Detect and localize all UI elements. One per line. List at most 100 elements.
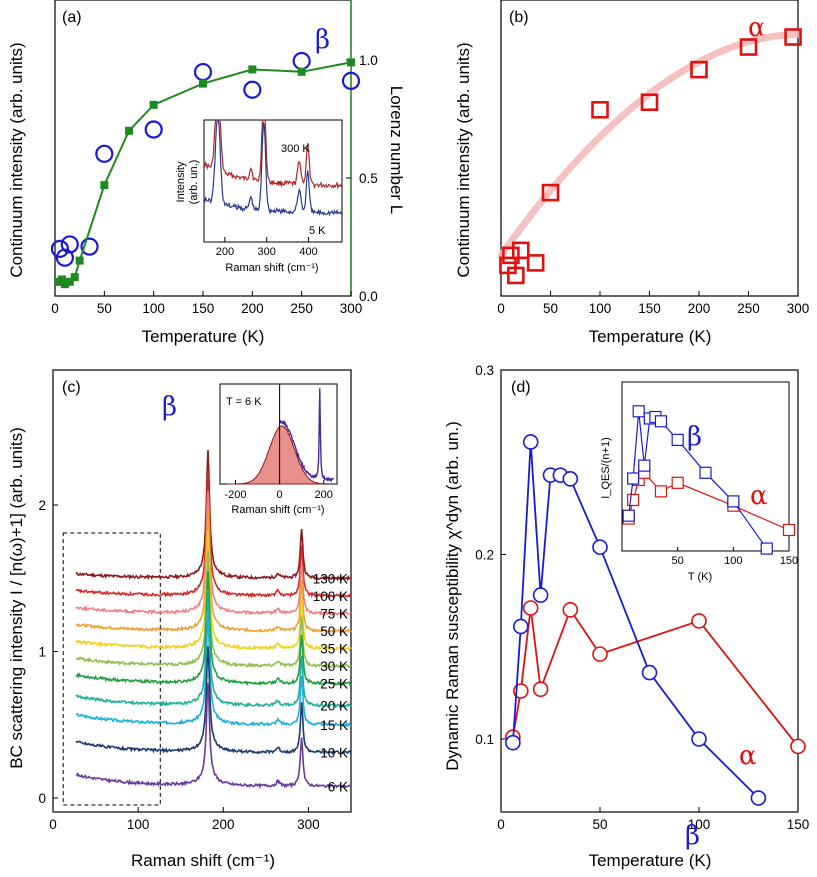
x-axis-tick-label: 150	[638, 301, 661, 316]
inset-x-title: Raman shift (cm⁻¹)	[231, 504, 324, 516]
alpha-point	[784, 28, 802, 46]
inset-alpha-point	[627, 493, 640, 507]
beta-point	[512, 618, 529, 635]
inset-x-tick-label: 100	[724, 555, 742, 567]
x-axis-tick-label: 250	[290, 301, 313, 316]
series-label-beta: β	[685, 821, 700, 851]
temperature-label: 130 K	[313, 571, 348, 586]
inset-spectrum-5k	[203, 119, 343, 217]
x-axis-tick-label: 50	[592, 817, 607, 832]
inset-label-5k: 5 K	[309, 225, 326, 237]
lorenz-point	[347, 58, 355, 67]
alpha-point	[739, 38, 758, 56]
beta-point	[243, 80, 262, 99]
spectrum-line	[75, 529, 352, 652]
inset-beta-point	[654, 415, 668, 428]
x-axis-title: Temperature (K)	[142, 327, 265, 346]
inset-series-label-beta: β	[687, 422, 702, 452]
inset-x-tick-label: 400	[299, 246, 317, 258]
x-axis-tick-label: 100	[127, 817, 150, 832]
alpha-point	[511, 241, 530, 260]
inset-beta-point	[727, 495, 740, 508]
x-axis-tick-label: 50	[543, 301, 558, 316]
alpha-point	[562, 602, 579, 618]
inset-x-tick-label: 300	[258, 246, 276, 258]
plot-frame	[500, 369, 799, 813]
alpha-point	[592, 646, 608, 662]
trend-line	[497, 31, 802, 259]
inset-y-title: I_QES/(n+1)	[600, 437, 612, 498]
alpha-point	[640, 93, 659, 112]
alpha-point	[691, 613, 707, 629]
inset-label: T = 6 K	[226, 396, 262, 408]
inset-beta-point	[671, 433, 684, 446]
inset-beta-point	[638, 459, 651, 472]
alpha-point	[507, 266, 525, 285]
inset-beta-point	[632, 405, 645, 418]
spectrum-line	[75, 470, 352, 599]
inset-spectrum-300k	[203, 119, 343, 190]
inset-beta-point	[622, 509, 635, 522]
spectrum-line	[75, 570, 352, 686]
y2-axis-tick-label: 1.0	[359, 53, 378, 68]
panel-label: (d)	[511, 379, 531, 396]
beta-point	[750, 790, 767, 806]
x-axis-tick-label: 0	[49, 817, 57, 832]
panel-label: (a)	[62, 9, 82, 26]
inset-x-title: Raman shift (cm⁻¹)	[225, 262, 318, 274]
spectrum-line	[75, 683, 352, 790]
x-axis-tick-label: 150	[192, 301, 215, 316]
y-axis-title: Continuum intensity (arb. units)	[454, 42, 473, 277]
y-axis-tick-label: 0.1	[475, 732, 494, 747]
x-axis-tick-label: 200	[688, 301, 711, 316]
panel-label: (b)	[509, 9, 529, 26]
inset-alpha-point	[671, 476, 684, 489]
inset-series-label-alpha: α	[750, 481, 768, 511]
inset-beta-point	[699, 466, 712, 479]
inset-label-300k: 300 K	[281, 143, 310, 155]
inset-x-tick-label: 50	[672, 555, 684, 567]
x-axis-tick-label: 300	[297, 817, 320, 832]
lorenz-point	[248, 65, 257, 74]
lorenz-point	[60, 280, 69, 289]
y-axis-title: Dynamic Raman susceptibility χ^dyn (arb.…	[443, 421, 462, 770]
y-axis-tick-label: 2	[38, 498, 46, 513]
alpha-point	[690, 60, 708, 79]
temperature-label: 100 K	[313, 589, 348, 604]
inset-spectrum	[278, 388, 335, 483]
x-axis-tick-label: 100	[589, 301, 612, 316]
lorenz-point	[70, 273, 79, 282]
x-axis-tick-label: 0	[51, 301, 59, 316]
x-axis-tick-label: 250	[737, 301, 760, 316]
x-axis-tick-label: 100	[142, 301, 165, 316]
x-axis-tick-label: 50	[97, 301, 112, 316]
panel-b: 0 50 100 150 200 250 300 Temperature (K) Continu…	[454, 0, 809, 346]
plot-frame	[500, 0, 799, 297]
y2-axis-tick-label: 0.5	[359, 171, 378, 186]
series-label-beta: β	[315, 25, 330, 55]
x-axis-tick-label: 300	[787, 301, 810, 316]
spectrum-line	[75, 449, 352, 582]
x-axis-tick-label: 300	[340, 301, 363, 316]
beta-point	[80, 237, 99, 256]
inset-x-title: T (K)	[688, 571, 712, 583]
inset-alpha-point	[782, 523, 796, 537]
alpha-point	[591, 100, 609, 119]
y-axis-title: Continuum intensity (arb. units)	[7, 42, 26, 277]
spectrum-line	[75, 615, 352, 728]
inset-beta-point	[760, 542, 773, 555]
x-axis-title: Temperature (K)	[589, 327, 712, 346]
y2-axis-title: Lorenz number L	[387, 86, 406, 215]
lorenz-point	[65, 277, 74, 286]
inset-x-tick-label: 200	[216, 246, 234, 258]
y-axis-tick-label: 1	[38, 645, 46, 660]
alpha-point	[522, 600, 539, 616]
panel-label: (c)	[62, 379, 81, 396]
beta-point	[532, 587, 549, 603]
x-axis-tick-label: 0	[497, 817, 505, 832]
beta-point	[50, 239, 70, 258]
spectrum-line	[75, 593, 352, 709]
temperature-label: 20 K	[320, 699, 348, 714]
